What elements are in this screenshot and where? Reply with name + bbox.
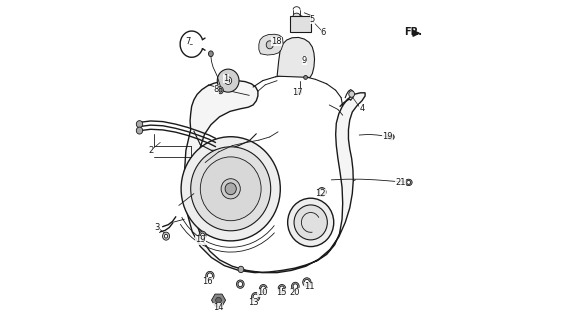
Ellipse shape: [405, 179, 412, 186]
Ellipse shape: [297, 90, 301, 94]
Ellipse shape: [224, 77, 231, 84]
Ellipse shape: [318, 188, 326, 196]
Text: 20: 20: [289, 288, 300, 297]
Text: 19: 19: [382, 132, 393, 140]
Text: 19: 19: [195, 236, 206, 244]
Ellipse shape: [278, 284, 286, 293]
Text: 13: 13: [248, 298, 258, 307]
Ellipse shape: [304, 76, 307, 79]
Ellipse shape: [181, 137, 280, 241]
Ellipse shape: [201, 157, 261, 221]
Ellipse shape: [191, 147, 271, 231]
Ellipse shape: [221, 179, 240, 199]
Ellipse shape: [407, 180, 410, 184]
Ellipse shape: [136, 121, 143, 128]
Polygon shape: [290, 16, 311, 32]
Text: 7: 7: [185, 37, 190, 46]
Text: 14: 14: [213, 303, 223, 312]
Ellipse shape: [280, 286, 284, 291]
Ellipse shape: [163, 232, 170, 240]
Text: 5: 5: [310, 15, 315, 24]
Ellipse shape: [303, 278, 311, 287]
Text: 18: 18: [271, 37, 282, 46]
Text: 11: 11: [304, 282, 314, 291]
Ellipse shape: [227, 79, 230, 83]
Ellipse shape: [253, 294, 258, 300]
Text: FR.: FR.: [404, 27, 422, 37]
Ellipse shape: [199, 231, 206, 239]
Text: 21: 21: [395, 178, 406, 187]
Text: 10: 10: [258, 288, 268, 297]
Polygon shape: [212, 294, 226, 306]
Ellipse shape: [238, 266, 244, 273]
Text: 6: 6: [321, 28, 326, 36]
Text: 12: 12: [315, 189, 325, 198]
Ellipse shape: [219, 88, 222, 92]
Ellipse shape: [388, 134, 394, 140]
Ellipse shape: [319, 189, 325, 195]
Ellipse shape: [209, 51, 213, 57]
Ellipse shape: [217, 69, 239, 92]
Ellipse shape: [237, 280, 244, 288]
Ellipse shape: [259, 284, 267, 293]
Ellipse shape: [206, 271, 214, 280]
Text: 17: 17: [293, 88, 303, 97]
Ellipse shape: [136, 127, 143, 134]
Ellipse shape: [293, 284, 297, 289]
Ellipse shape: [390, 135, 393, 139]
Text: 2: 2: [148, 146, 153, 155]
Ellipse shape: [225, 183, 236, 195]
Ellipse shape: [349, 91, 354, 97]
Ellipse shape: [238, 282, 243, 287]
Ellipse shape: [293, 13, 300, 19]
Text: 15: 15: [276, 288, 286, 297]
Polygon shape: [184, 81, 365, 273]
Ellipse shape: [164, 234, 168, 238]
Ellipse shape: [216, 297, 222, 303]
Polygon shape: [277, 37, 315, 77]
Ellipse shape: [217, 87, 223, 94]
Ellipse shape: [251, 292, 260, 301]
Ellipse shape: [292, 282, 299, 291]
Ellipse shape: [266, 41, 273, 49]
Ellipse shape: [261, 286, 266, 291]
Text: 3: 3: [154, 223, 160, 232]
Ellipse shape: [287, 198, 333, 247]
Polygon shape: [259, 34, 283, 55]
Text: 4: 4: [359, 104, 364, 113]
Ellipse shape: [208, 273, 212, 279]
Text: 16: 16: [202, 277, 213, 286]
Text: 8: 8: [213, 85, 219, 94]
Ellipse shape: [304, 279, 310, 285]
Ellipse shape: [294, 205, 327, 240]
Ellipse shape: [201, 233, 205, 237]
Text: 9: 9: [301, 56, 307, 65]
Text: 1: 1: [223, 74, 229, 83]
